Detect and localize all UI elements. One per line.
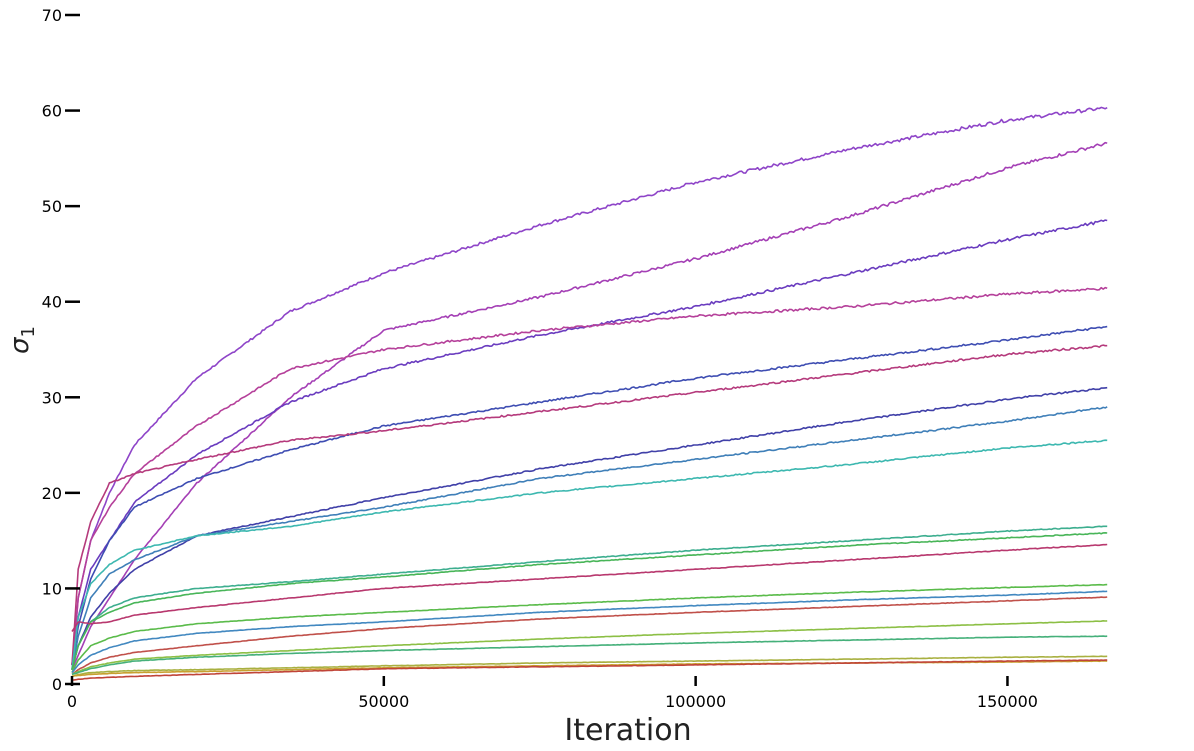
series-line [71, 655, 1108, 677]
x-tick-label: 100000 [665, 692, 726, 711]
series-line [71, 659, 1108, 681]
svg-text:σ1: σ1 [5, 326, 39, 354]
series-line [71, 590, 1108, 674]
series-line [71, 525, 1108, 670]
axes-layer: 0 10 20 30 40 50 60 70 0 50000 100000 150000 [42, 6, 1038, 711]
y-tick-label: 50 [42, 197, 62, 216]
y-tick-label: 20 [42, 484, 62, 503]
y-tick-label: 40 [42, 293, 62, 312]
series-line [71, 386, 1108, 670]
y-tick-label: 10 [42, 579, 62, 598]
x-axis-title: Iteration [564, 713, 691, 748]
series-line [71, 596, 1108, 675]
y-axis-title-symbol: σ [5, 336, 35, 354]
series-line [71, 344, 1108, 666]
series-line [71, 219, 1108, 665]
series-line [71, 406, 1108, 670]
series-line [71, 439, 1108, 670]
series-line [71, 635, 1108, 676]
series-line [71, 583, 1108, 673]
x-tick-label: 50000 [358, 692, 409, 711]
y-axis-title-subscript: 1 [18, 326, 39, 337]
y-tick-label: 30 [42, 388, 62, 407]
series-line [71, 532, 1108, 671]
series-line [71, 325, 1108, 665]
series-line [71, 141, 1108, 670]
series-layer [71, 106, 1108, 681]
y-tick-label: 60 [42, 102, 62, 121]
y-tick-label: 70 [42, 6, 62, 25]
x-tick-label: 150000 [977, 692, 1038, 711]
series-line [71, 543, 1108, 632]
series-line [71, 106, 1108, 665]
series-line [71, 286, 1108, 670]
y-axis-title: σ1 [5, 326, 39, 354]
series-line [71, 620, 1108, 676]
x-tick-label: 0 [67, 692, 77, 711]
y-tick-label: 0 [52, 675, 62, 694]
